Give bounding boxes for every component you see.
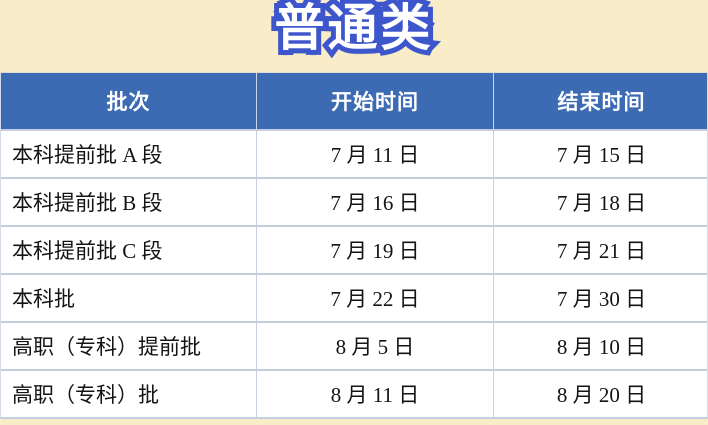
table-row: 本科批 7 月 22 日 7 月 30 日 xyxy=(1,273,707,321)
table-row: 高职（专科）提前批 8 月 5 日 8 月 10 日 xyxy=(1,321,707,369)
cell-end-date: 7 月 21 日 xyxy=(493,227,708,273)
header-cell-start-time: 开始时间 xyxy=(256,73,493,129)
header-cell-end-time: 结束时间 xyxy=(493,73,708,129)
page-title-wrap: 普通类 普通类 xyxy=(0,0,708,70)
cell-start-date: 7 月 16 日 xyxy=(256,179,493,225)
table-header-row: 批次 开始时间 结束时间 xyxy=(1,73,707,129)
cell-batch: 高职（专科）提前批 xyxy=(12,335,201,359)
header-cell-batch: 批次 xyxy=(106,91,151,114)
table-row: 本科提前批 B 段 7 月 16 日 7 月 18 日 xyxy=(1,177,707,225)
schedule-table: 批次 开始时间 结束时间 本科提前批 A 段 7 月 11 日 7 月 15 日… xyxy=(0,72,708,419)
cell-batch: 本科提前批 B 段 xyxy=(12,191,163,215)
cell-batch: 本科提前批 A 段 xyxy=(12,143,163,167)
cell-end-date: 7 月 18 日 xyxy=(493,179,708,225)
cell-start-date: 7 月 19 日 xyxy=(256,227,493,273)
page-title-text: 普通类 xyxy=(274,0,434,56)
cell-batch: 本科提前批 C 段 xyxy=(12,239,163,263)
cell-batch: 高职（专科）批 xyxy=(12,383,159,407)
cell-start-date: 7 月 11 日 xyxy=(256,131,493,177)
page-title-outline: 普通类 xyxy=(270,0,436,61)
table-row: 高职（专科）批 8 月 11 日 8 月 20 日 xyxy=(1,369,707,417)
page-title: 普通类 普通类 xyxy=(270,0,436,61)
cell-start-date: 8 月 5 日 xyxy=(256,323,493,369)
cell-batch: 本科批 xyxy=(12,287,75,311)
table-row: 本科提前批 C 段 7 月 19 日 7 月 21 日 xyxy=(1,225,707,273)
cell-end-date: 8 月 10 日 xyxy=(493,323,708,369)
cell-start-date: 7 月 22 日 xyxy=(256,275,493,321)
cell-start-date: 8 月 11 日 xyxy=(256,371,493,417)
cell-end-date: 7 月 30 日 xyxy=(493,275,708,321)
cell-end-date: 8 月 20 日 xyxy=(493,371,708,417)
table-row: 本科提前批 A 段 7 月 11 日 7 月 15 日 xyxy=(1,129,707,177)
cell-end-date: 7 月 15 日 xyxy=(493,131,708,177)
